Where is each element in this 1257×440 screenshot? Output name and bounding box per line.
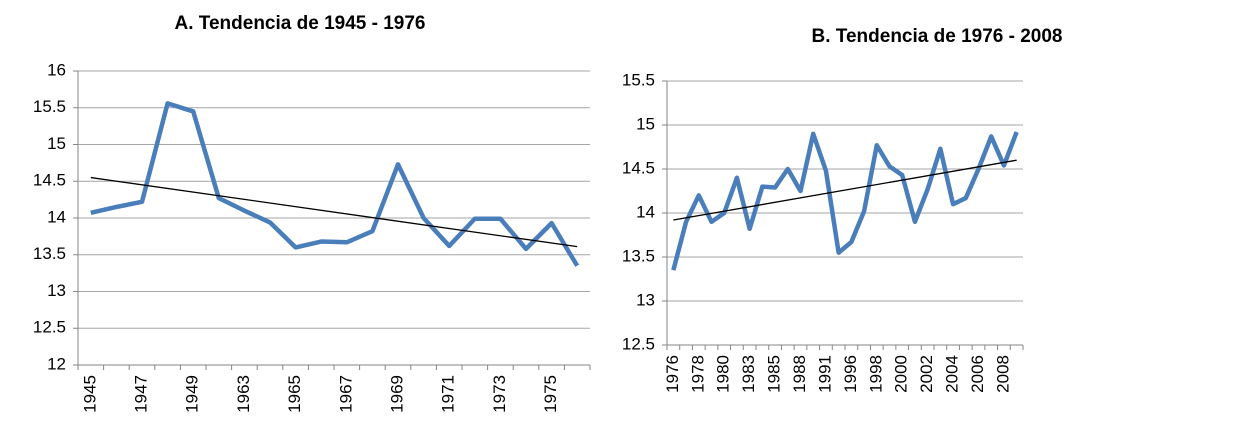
y-tick-label: 12.5 <box>33 318 66 337</box>
x-tick-label: 1965 <box>285 375 304 413</box>
x-tick-label: 1969 <box>387 375 406 413</box>
x-tick-label: 1973 <box>490 375 509 413</box>
y-tick-label: 15.5 <box>33 97 66 116</box>
x-tick-label: 1988 <box>790 355 809 393</box>
x-tick-label: 1949 <box>183 375 202 413</box>
y-tick-label: 14 <box>636 202 655 221</box>
x-tick-label: 2004 <box>943 355 962 393</box>
y-tick-label: 15.5 <box>622 70 655 89</box>
y-tick-label: 12.5 <box>622 334 655 353</box>
y-tick-label: 15 <box>636 114 655 133</box>
chart-title: A. Tendencia de 1945 - 1976 <box>175 13 426 34</box>
y-tick-label: 13.5 <box>33 244 66 263</box>
x-tick-label: 1985 <box>765 355 784 393</box>
x-tick-label: 1947 <box>131 375 150 413</box>
data-line <box>671 131 1019 271</box>
y-tick-label: 14.5 <box>622 158 655 177</box>
x-tick-label: 1976 <box>663 355 682 393</box>
y-tick-label: 15 <box>47 134 66 153</box>
x-tick-label: 1971 <box>439 375 458 413</box>
x-tick-label: 2008 <box>993 355 1012 393</box>
y-tick-label: 14.5 <box>33 171 66 190</box>
y-tick-label: 13 <box>636 290 655 309</box>
y-tick-label: 16 <box>47 60 66 79</box>
x-tick-label: 1998 <box>866 355 885 393</box>
x-tick-label: 1975 <box>541 375 560 413</box>
y-tick-label: 13 <box>47 281 66 300</box>
x-tick-label: 1978 <box>688 355 707 393</box>
x-tick-label: 1945 <box>80 375 99 413</box>
data-line <box>90 101 580 267</box>
x-tick-label: 1967 <box>336 375 355 413</box>
chart-title: B. Tendencia de 1976 - 2008 <box>812 26 1063 47</box>
x-tick-label: 1991 <box>815 355 834 393</box>
x-tick-label: 1983 <box>739 355 758 393</box>
y-tick-label: 14 <box>47 207 66 226</box>
trendline <box>90 176 578 248</box>
x-tick-label: 2006 <box>968 355 987 393</box>
x-tick-label: 2002 <box>917 355 936 393</box>
trendline <box>673 159 1017 221</box>
x-tick-label: 1980 <box>714 355 733 393</box>
x-tick-label: 1963 <box>234 375 253 413</box>
x-tick-label: 2000 <box>892 355 911 393</box>
y-tick-label: 12 <box>47 354 66 373</box>
y-tick-label: 13.5 <box>622 246 655 265</box>
x-tick-label: 1996 <box>841 355 860 393</box>
